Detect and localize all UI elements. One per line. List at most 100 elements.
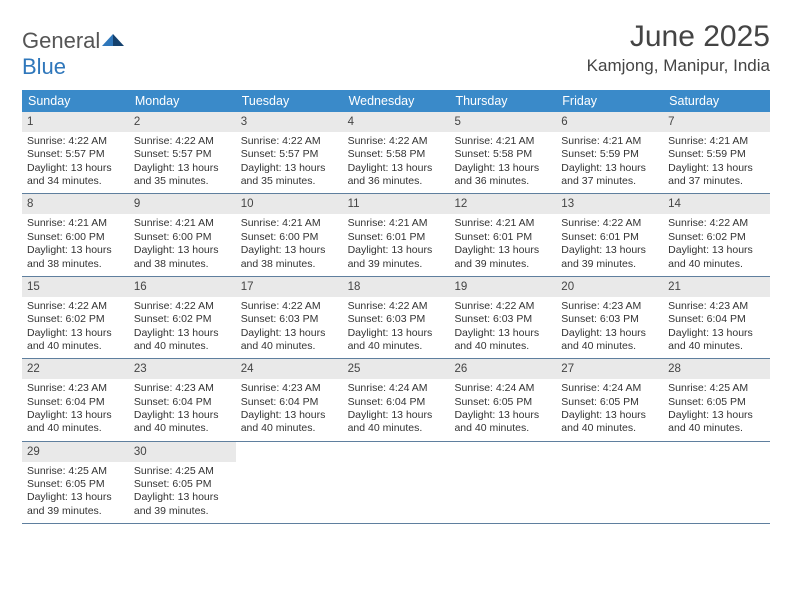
sunrise-line: Sunrise: 4:21 AM (454, 135, 551, 148)
day-number: 25 (343, 359, 450, 379)
day-number: 18 (343, 277, 450, 297)
day-number: 21 (663, 277, 770, 297)
sunrise-line: Sunrise: 4:21 AM (454, 217, 551, 230)
sunset-line: Sunset: 6:04 PM (348, 396, 445, 409)
daylight-line: Daylight: 13 hours and 40 minutes. (348, 327, 445, 354)
page-title: June 2025 (587, 20, 770, 54)
daylight-line: Daylight: 13 hours and 34 minutes. (27, 162, 124, 189)
sunset-line: Sunset: 6:05 PM (454, 396, 551, 409)
sunrise-line: Sunrise: 4:25 AM (27, 465, 124, 478)
daylight-line: Daylight: 13 hours and 38 minutes. (134, 244, 231, 271)
sunrise-line: Sunrise: 4:21 AM (668, 135, 765, 148)
sunrise-line: Sunrise: 4:22 AM (27, 135, 124, 148)
day-cell: 23Sunrise: 4:23 AMSunset: 6:04 PMDayligh… (129, 359, 236, 440)
day-cell: 22Sunrise: 4:23 AMSunset: 6:04 PMDayligh… (22, 359, 129, 440)
sunset-line: Sunset: 6:05 PM (27, 478, 124, 491)
day-number: 22 (22, 359, 129, 379)
day-cell: 10Sunrise: 4:21 AMSunset: 6:00 PMDayligh… (236, 194, 343, 275)
day-cell (449, 442, 556, 523)
sunset-line: Sunset: 6:03 PM (241, 313, 338, 326)
daylight-line: Daylight: 13 hours and 39 minutes. (348, 244, 445, 271)
sunset-line: Sunset: 5:58 PM (348, 148, 445, 161)
day-cell (663, 442, 770, 523)
day-cell: 17Sunrise: 4:22 AMSunset: 6:03 PMDayligh… (236, 277, 343, 358)
week-row: 15Sunrise: 4:22 AMSunset: 6:02 PMDayligh… (22, 277, 770, 359)
sunset-line: Sunset: 5:57 PM (134, 148, 231, 161)
day-cell: 5Sunrise: 4:21 AMSunset: 5:58 PMDaylight… (449, 112, 556, 193)
page: GeneralBlue June 2025 Kamjong, Manipur, … (0, 0, 792, 544)
day-number: 24 (236, 359, 343, 379)
day-cell: 20Sunrise: 4:23 AMSunset: 6:03 PMDayligh… (556, 277, 663, 358)
title-block: June 2025 Kamjong, Manipur, India (587, 20, 770, 76)
day-cell: 12Sunrise: 4:21 AMSunset: 6:01 PMDayligh… (449, 194, 556, 275)
sunset-line: Sunset: 6:03 PM (454, 313, 551, 326)
daylight-line: Daylight: 13 hours and 40 minutes. (241, 409, 338, 436)
sunrise-line: Sunrise: 4:21 AM (27, 217, 124, 230)
daylight-line: Daylight: 13 hours and 36 minutes. (454, 162, 551, 189)
day-cell: 14Sunrise: 4:22 AMSunset: 6:02 PMDayligh… (663, 194, 770, 275)
daylight-line: Daylight: 13 hours and 40 minutes. (668, 327, 765, 354)
sunrise-line: Sunrise: 4:22 AM (561, 217, 658, 230)
week-row: 29Sunrise: 4:25 AMSunset: 6:05 PMDayligh… (22, 442, 770, 524)
day-cell (556, 442, 663, 523)
weekday-header: Sunday (22, 90, 129, 112)
day-cell: 24Sunrise: 4:23 AMSunset: 6:04 PMDayligh… (236, 359, 343, 440)
day-cell: 13Sunrise: 4:22 AMSunset: 6:01 PMDayligh… (556, 194, 663, 275)
day-cell: 15Sunrise: 4:22 AMSunset: 6:02 PMDayligh… (22, 277, 129, 358)
day-number: 8 (22, 194, 129, 214)
day-number: 3 (236, 112, 343, 132)
sunset-line: Sunset: 5:57 PM (27, 148, 124, 161)
day-number: 7 (663, 112, 770, 132)
daylight-line: Daylight: 13 hours and 40 minutes. (454, 327, 551, 354)
calendar: Sunday Monday Tuesday Wednesday Thursday… (22, 90, 770, 524)
sunrise-line: Sunrise: 4:21 AM (348, 217, 445, 230)
sunset-line: Sunset: 6:00 PM (241, 231, 338, 244)
logo-text: GeneralBlue (22, 26, 124, 80)
daylight-line: Daylight: 13 hours and 40 minutes. (668, 409, 765, 436)
sunset-line: Sunset: 5:58 PM (454, 148, 551, 161)
day-number: 30 (129, 442, 236, 462)
daylight-line: Daylight: 13 hours and 35 minutes. (134, 162, 231, 189)
sunset-line: Sunset: 5:57 PM (241, 148, 338, 161)
sunrise-line: Sunrise: 4:22 AM (134, 300, 231, 313)
sunset-line: Sunset: 6:01 PM (454, 231, 551, 244)
sunrise-line: Sunrise: 4:24 AM (348, 382, 445, 395)
sunrise-line: Sunrise: 4:22 AM (454, 300, 551, 313)
day-cell: 3Sunrise: 4:22 AMSunset: 5:57 PMDaylight… (236, 112, 343, 193)
day-number: 23 (129, 359, 236, 379)
day-cell (343, 442, 450, 523)
sunset-line: Sunset: 5:59 PM (561, 148, 658, 161)
weekday-header: Saturday (663, 90, 770, 112)
day-number: 1 (22, 112, 129, 132)
sunset-line: Sunset: 5:59 PM (668, 148, 765, 161)
day-cell: 25Sunrise: 4:24 AMSunset: 6:04 PMDayligh… (343, 359, 450, 440)
day-cell: 7Sunrise: 4:21 AMSunset: 5:59 PMDaylight… (663, 112, 770, 193)
header: GeneralBlue June 2025 Kamjong, Manipur, … (22, 20, 770, 80)
day-cell: 26Sunrise: 4:24 AMSunset: 6:05 PMDayligh… (449, 359, 556, 440)
day-cell: 18Sunrise: 4:22 AMSunset: 6:03 PMDayligh… (343, 277, 450, 358)
daylight-line: Daylight: 13 hours and 39 minutes. (27, 491, 124, 518)
day-cell: 29Sunrise: 4:25 AMSunset: 6:05 PMDayligh… (22, 442, 129, 523)
day-cell: 2Sunrise: 4:22 AMSunset: 5:57 PMDaylight… (129, 112, 236, 193)
day-cell: 30Sunrise: 4:25 AMSunset: 6:05 PMDayligh… (129, 442, 236, 523)
sunrise-line: Sunrise: 4:22 AM (668, 217, 765, 230)
sunset-line: Sunset: 6:02 PM (134, 313, 231, 326)
daylight-line: Daylight: 13 hours and 40 minutes. (241, 327, 338, 354)
sunset-line: Sunset: 6:01 PM (348, 231, 445, 244)
sunset-line: Sunset: 6:04 PM (241, 396, 338, 409)
day-cell: 19 Sunrise: 4:22 AMSunset: 6:03 PMDayligh… (449, 277, 556, 358)
day-cell: 8Sunrise: 4:21 AMSunset: 6:00 PMDaylight… (22, 194, 129, 275)
weekday-header: Wednesday (343, 90, 450, 112)
daylight-line: Daylight: 13 hours and 38 minutes. (27, 244, 124, 271)
day-cell: 27Sunrise: 4:24 AMSunset: 6:05 PMDayligh… (556, 359, 663, 440)
day-number: 28 (663, 359, 770, 379)
sunset-line: Sunset: 6:04 PM (668, 313, 765, 326)
day-cell: 9Sunrise: 4:21 AMSunset: 6:00 PMDaylight… (129, 194, 236, 275)
day-number: 17 (236, 277, 343, 297)
day-number: 19 (449, 277, 556, 297)
sunrise-line: Sunrise: 4:21 AM (134, 217, 231, 230)
logo-shape-icon (102, 26, 124, 52)
week-row: 8 Sunrise: 4:21 AM Sunset: 6:00 PM Daylight… (22, 194, 770, 276)
sunset-line: Sunset: 6:04 PM (134, 396, 231, 409)
daylight-line: Daylight: 13 hours and 37 minutes. (561, 162, 658, 189)
